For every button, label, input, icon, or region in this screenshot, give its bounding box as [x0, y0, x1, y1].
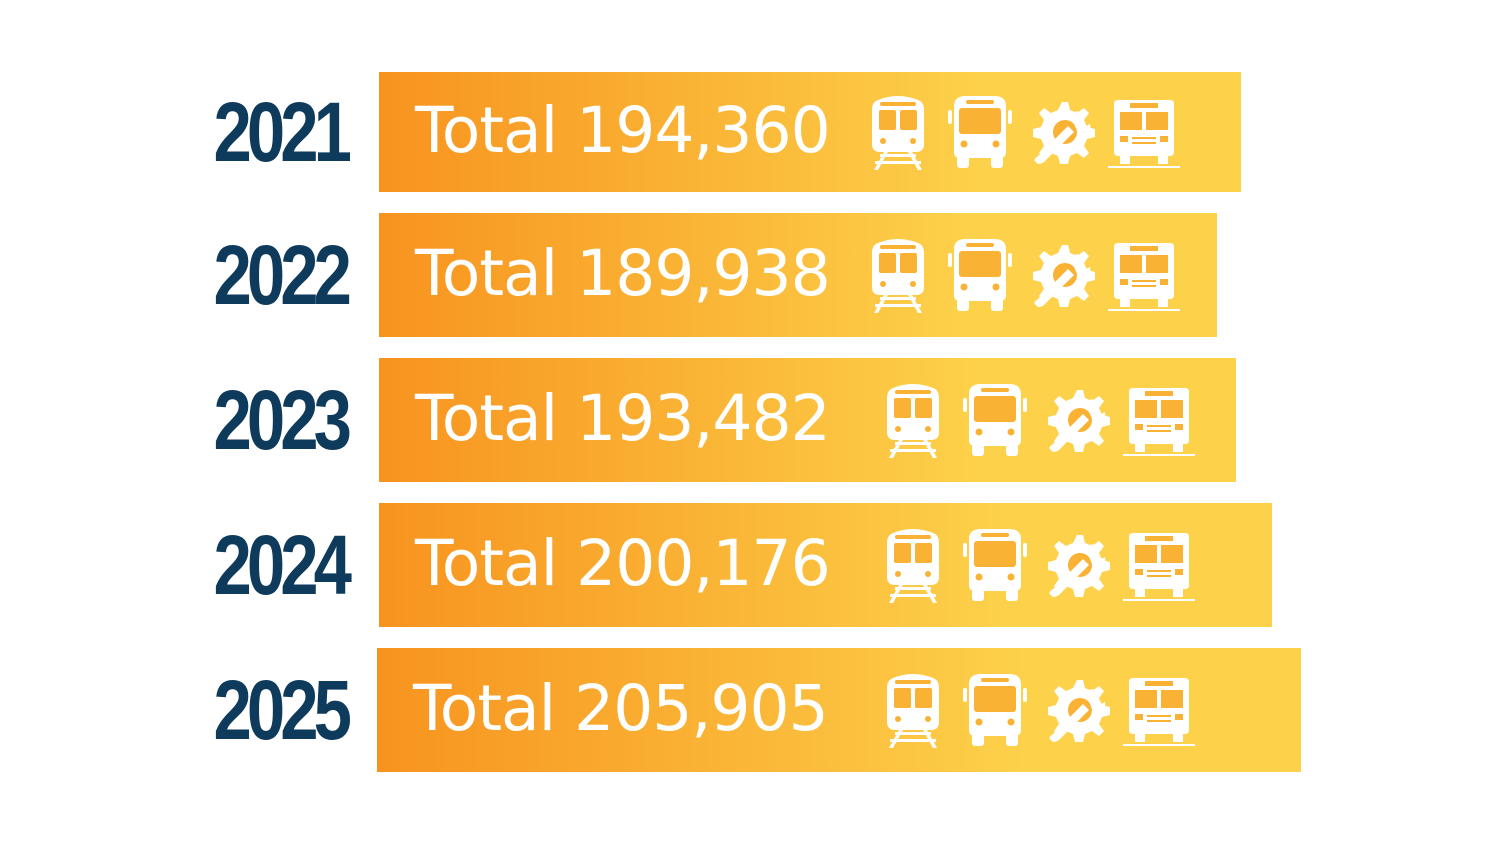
school-bus-icon	[1123, 382, 1195, 458]
year-label: 2022	[213, 227, 351, 322]
school-bus-icon	[1123, 672, 1195, 748]
bar-value-label: Total 205,905	[413, 672, 829, 746]
year-label: 2021	[213, 84, 351, 179]
train-icon	[877, 672, 949, 748]
gear-wrench-icon	[1041, 527, 1113, 603]
train-icon	[862, 94, 934, 170]
bar-value-label: Total 194,360	[415, 94, 831, 168]
train-icon	[862, 237, 934, 313]
bar: Total 194,360	[379, 72, 1241, 192]
school-bus-icon	[1123, 527, 1195, 603]
icon-group	[862, 237, 1180, 313]
train-icon	[877, 382, 949, 458]
chart-row: 2025 Total 205,905	[0, 648, 1500, 772]
bar: Total 189,938	[379, 213, 1217, 337]
chart-row: 2024 Total 200,176	[0, 503, 1500, 627]
chart-row: 2023 Total 193,482	[0, 358, 1500, 482]
icon-group	[862, 94, 1180, 170]
train-icon	[877, 527, 949, 603]
chart-row: 2022 Total 189,938	[0, 213, 1500, 337]
year-label: 2024	[213, 517, 351, 612]
bus-icon	[944, 237, 1016, 313]
icon-group	[877, 672, 1195, 748]
bar-value-label: Total 193,482	[415, 382, 831, 456]
bar: Total 193,482	[379, 358, 1237, 482]
bar: Total 200,176	[379, 503, 1273, 627]
gear-wrench-icon	[1026, 237, 1098, 313]
bus-icon	[944, 94, 1016, 170]
bar-value-label: Total 200,176	[415, 527, 831, 601]
bar-value-label: Total 189,938	[415, 237, 831, 311]
gear-wrench-icon	[1026, 94, 1098, 170]
year-label: 2025	[213, 662, 351, 757]
icon-group	[877, 527, 1195, 603]
bar: Total 205,905	[377, 648, 1301, 772]
school-bus-icon	[1108, 237, 1180, 313]
year-label: 2023	[213, 372, 351, 467]
bus-icon	[959, 382, 1031, 458]
bus-icon	[959, 672, 1031, 748]
school-bus-icon	[1108, 94, 1180, 170]
gear-wrench-icon	[1041, 672, 1113, 748]
gear-wrench-icon	[1041, 382, 1113, 458]
bus-icon	[959, 527, 1031, 603]
chart-row: 2021 Total 194,360	[0, 72, 1500, 192]
icon-group	[877, 382, 1195, 458]
